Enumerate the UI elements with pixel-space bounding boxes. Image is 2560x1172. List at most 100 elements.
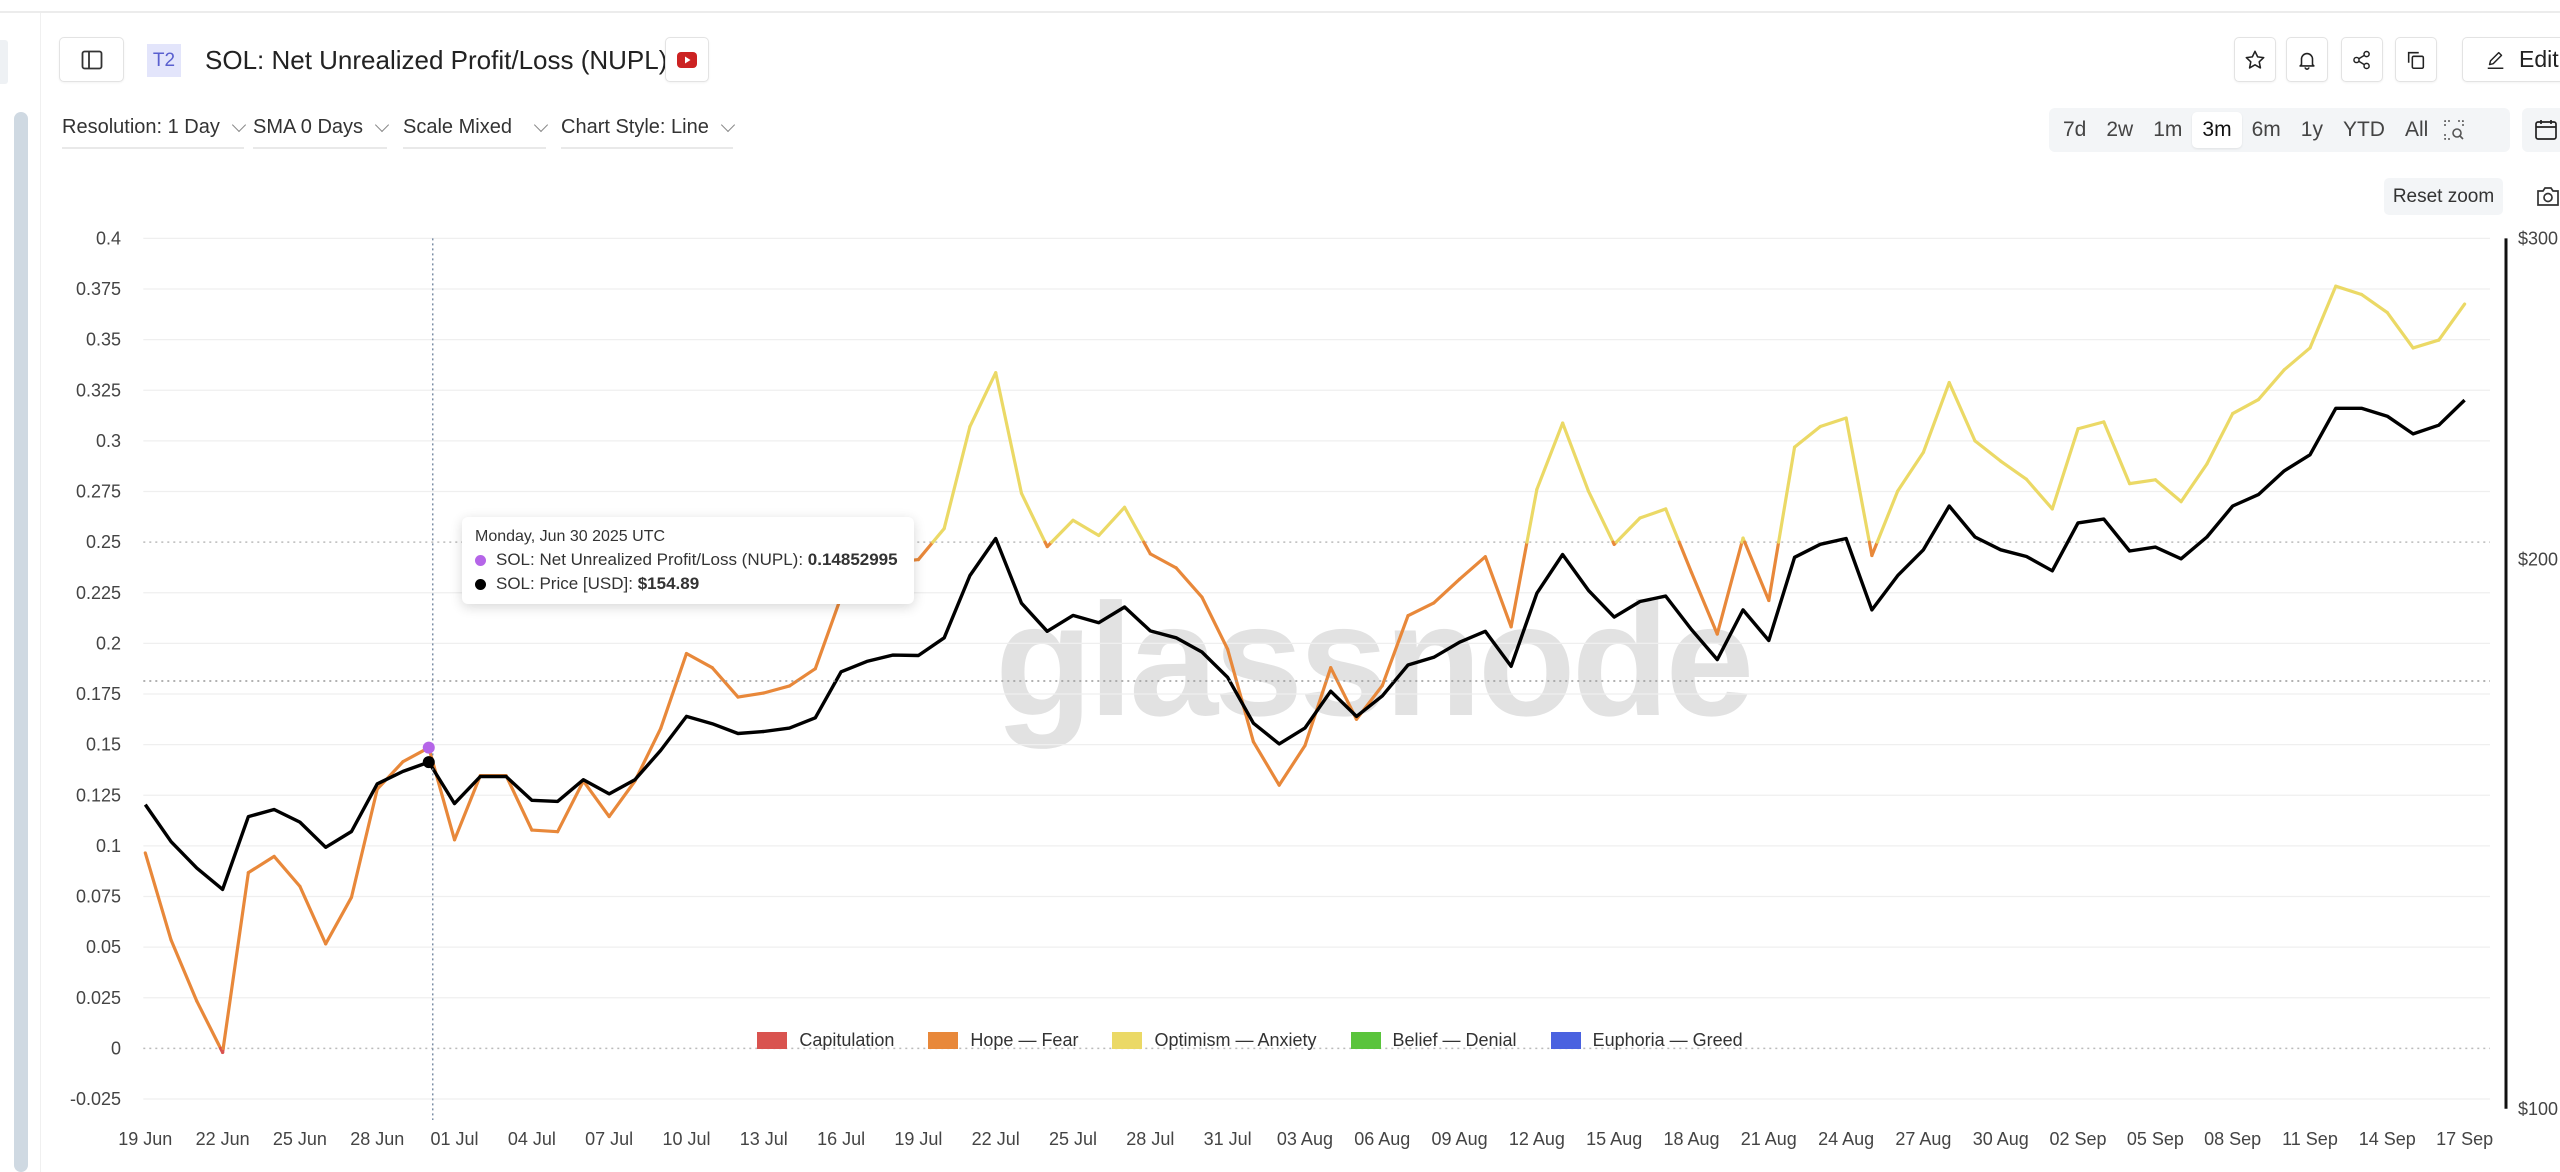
x-tick-label: 25 Jun [273,1129,327,1149]
zoom-select-icon[interactable] [2442,118,2466,142]
nupl-line-segment [659,651,689,731]
x-tick-label: 09 Aug [1432,1129,1488,1149]
legend-label: Belief — Denial [1392,1030,1517,1050]
legend-item-belief-denial[interactable]: Belief — Denial [1350,1030,1517,1051]
period-1y[interactable]: 1y [2300,118,2323,141]
y-tick-label: 0.3 [96,431,121,451]
edit-button[interactable]: Edit [2462,37,2560,82]
y-tick-label: 0.225 [76,583,121,603]
nupl-line-segment [556,779,585,834]
period-3m[interactable]: 3m [2192,112,2242,148]
y-tick-label: 0.325 [76,380,121,400]
x-tick-label: 19 Jun [118,1129,172,1149]
youtube-button[interactable] [665,37,709,82]
nupl-line-segment [1999,459,2029,481]
nupl-line-segment [1561,421,1591,493]
x-tick-label: 14 Sep [2359,1129,2416,1149]
y-tick-label: 0.1 [96,836,121,856]
scale-value: Scale Mixed [403,116,512,138]
period-6m[interactable]: 6m [2251,118,2281,141]
scale-dropdown[interactable]: Scale Mixed [403,116,549,149]
nupl-line-segment [504,774,534,832]
favorite-button[interactable] [2234,37,2276,82]
nupl-line-segment [375,760,405,791]
sidebar-scrollbar[interactable] [14,112,28,1172]
share-icon [2353,50,2370,69]
nupl-line-segment [298,884,328,946]
nupl-line-segment [221,871,250,1050]
tooltip-price-value: $154.89 [637,574,700,593]
nupl-line-segment [2179,462,2209,504]
nupl-line-segment [169,938,199,1003]
nupl-line-segment [272,854,302,888]
date-range-button[interactable] [2522,108,2560,152]
camera-icon[interactable] [2536,185,2560,207]
chart-style-dropdown[interactable]: Chart Style: Line [561,116,735,149]
y-axis-right: $300 $200 $100 [2504,228,2558,1119]
reset-zoom-button[interactable]: Reset zoom [2384,178,2503,215]
period-7d[interactable]: 7d [2063,118,2087,141]
period-2w[interactable]: 2w [2106,118,2134,141]
alert-button[interactable] [2286,37,2328,82]
nupl-line-segment [581,779,611,819]
nupl-line-segment [2385,310,2415,350]
nupl-line-segment [1071,518,1101,538]
page-title: SOL: Net Unrealized Profit/Loss (NUPL) [205,45,668,75]
nupl-line-segment [2231,397,2261,416]
legend-item-hope-fear[interactable]: Hope — Fear [928,1030,1078,1051]
x-tick-label: 10 Jul [662,1129,710,1149]
tooltip-nupl-value: 0.14852995 [807,550,898,569]
resolution-dropdown[interactable]: Resolution: 1 Day [62,116,246,149]
nupl-line-segment [710,666,740,699]
resolution-value: Resolution: 1 Day [62,116,220,138]
nupl-line-segment [2153,478,2183,504]
y-tick-label: 0.15 [86,735,121,755]
period-all[interactable]: All [2404,118,2429,141]
y-axis-left: 0.4 0.375 0.35 0.325 0.3 0.275 0.25 0.225 0.2 0.1… [70,228,121,1109]
nupl-line-segment [1050,518,1075,544]
nupl-line-segment [2282,346,2312,372]
period-1m[interactable]: 1m [2153,118,2183,141]
watermark-logo: glassnode [995,570,1754,749]
bell-icon [2299,52,2315,70]
legend-item-optimism-anxiety[interactable]: Optimism — Anxiety [1112,1030,1317,1051]
nupl-line-segment [195,999,223,1050]
x-tick-label: 15 Aug [1586,1129,1642,1149]
tooltip-row-price: SOL: Price [USD]: $154.89 [475,574,901,594]
nupl-line-segment [1483,555,1513,629]
copy-icon [2407,51,2425,69]
legend-item-capitulation[interactable]: Capitulation [757,1030,894,1051]
y-tick-label: 0.175 [76,684,121,704]
nupl-line-segment [1715,540,1744,636]
y-tick-label: 0.125 [76,785,121,805]
nupl-line-segment [607,779,637,819]
series-dot-icon [475,578,486,590]
nupl-line-segment [1973,439,2003,463]
legend-swatch [1112,1032,1143,1049]
grid-lines [143,237,2490,1100]
nupl-line-segment [1148,552,1178,570]
sidebar-toggle-icon [81,50,102,69]
copy-button[interactable] [2395,37,2437,82]
legend-label: Optimism — Anxiety [1154,1030,1317,1050]
nupl-line-segment [1614,516,1642,544]
sidebar-toggle-button[interactable] [59,37,124,82]
price-line [143,398,2466,892]
nupl-line-segment [787,667,817,688]
nupl-line-segment [1947,380,1977,443]
nupl-line-segment [324,895,354,946]
x-tick-label: 22 Jul [972,1129,1020,1149]
nupl-line-segment [349,787,379,899]
nupl-line-segment [2256,368,2286,402]
y-tick-label: 0 [111,1038,121,1058]
x-tick-label: 27 Aug [1895,1129,1951,1149]
sma-dropdown[interactable]: SMA 0 Days [253,116,390,149]
nupl-line-segment [1251,740,1281,787]
nupl-line-segment [2359,292,2389,315]
period-ytd[interactable]: YTD [2342,118,2385,141]
legend-swatch [928,1032,959,1049]
legend-item-euphoria-greed[interactable]: Euphoria — Greed [1550,1030,1743,1051]
share-button[interactable] [2341,37,2383,82]
nupl-line-segment [1896,450,1926,493]
